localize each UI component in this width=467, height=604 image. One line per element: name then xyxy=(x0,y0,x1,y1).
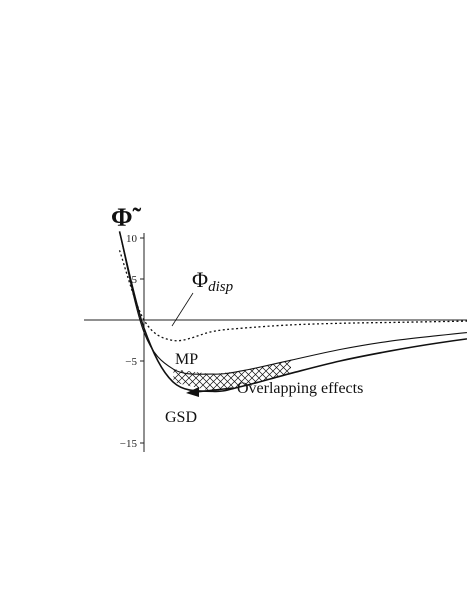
overlap-region xyxy=(173,360,291,392)
ticks: 456105−5−15 xyxy=(120,233,144,450)
phi-disp-label: Φdisp xyxy=(192,267,234,295)
overlap-label: Overlapping effects xyxy=(237,380,363,397)
y-tick-label: 5 xyxy=(132,274,138,286)
series-mp-line xyxy=(118,231,467,375)
y-tick-label: −15 xyxy=(120,438,138,450)
series-phi-disp-line xyxy=(118,250,467,342)
phi-disp-pointer xyxy=(171,292,194,327)
overlap-arrowhead xyxy=(186,387,199,397)
y-axis-title: Φ̃ xyxy=(111,203,142,232)
series-gsd-line xyxy=(118,231,467,393)
overlap-arrow xyxy=(195,387,234,393)
y-tick-label: 10 xyxy=(126,233,138,245)
mp-label: MP xyxy=(175,351,198,368)
gsd-label: GSD xyxy=(165,409,197,426)
y-tick-label: −5 xyxy=(125,356,137,368)
